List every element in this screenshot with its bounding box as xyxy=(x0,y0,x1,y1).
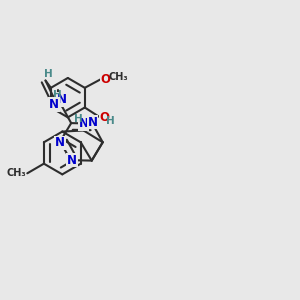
Text: N: N xyxy=(57,93,67,106)
Text: N: N xyxy=(55,136,65,149)
Text: H: H xyxy=(74,114,82,124)
Text: H: H xyxy=(53,90,62,100)
Text: N: N xyxy=(67,154,77,167)
Text: CH₃: CH₃ xyxy=(6,168,26,178)
Text: H: H xyxy=(44,69,53,79)
Text: H: H xyxy=(106,116,115,126)
Text: N: N xyxy=(87,116,98,128)
Text: N: N xyxy=(49,98,59,111)
Text: N: N xyxy=(79,118,88,130)
Text: O: O xyxy=(100,111,110,124)
Text: O: O xyxy=(101,73,111,86)
Text: CH₃: CH₃ xyxy=(108,73,128,82)
